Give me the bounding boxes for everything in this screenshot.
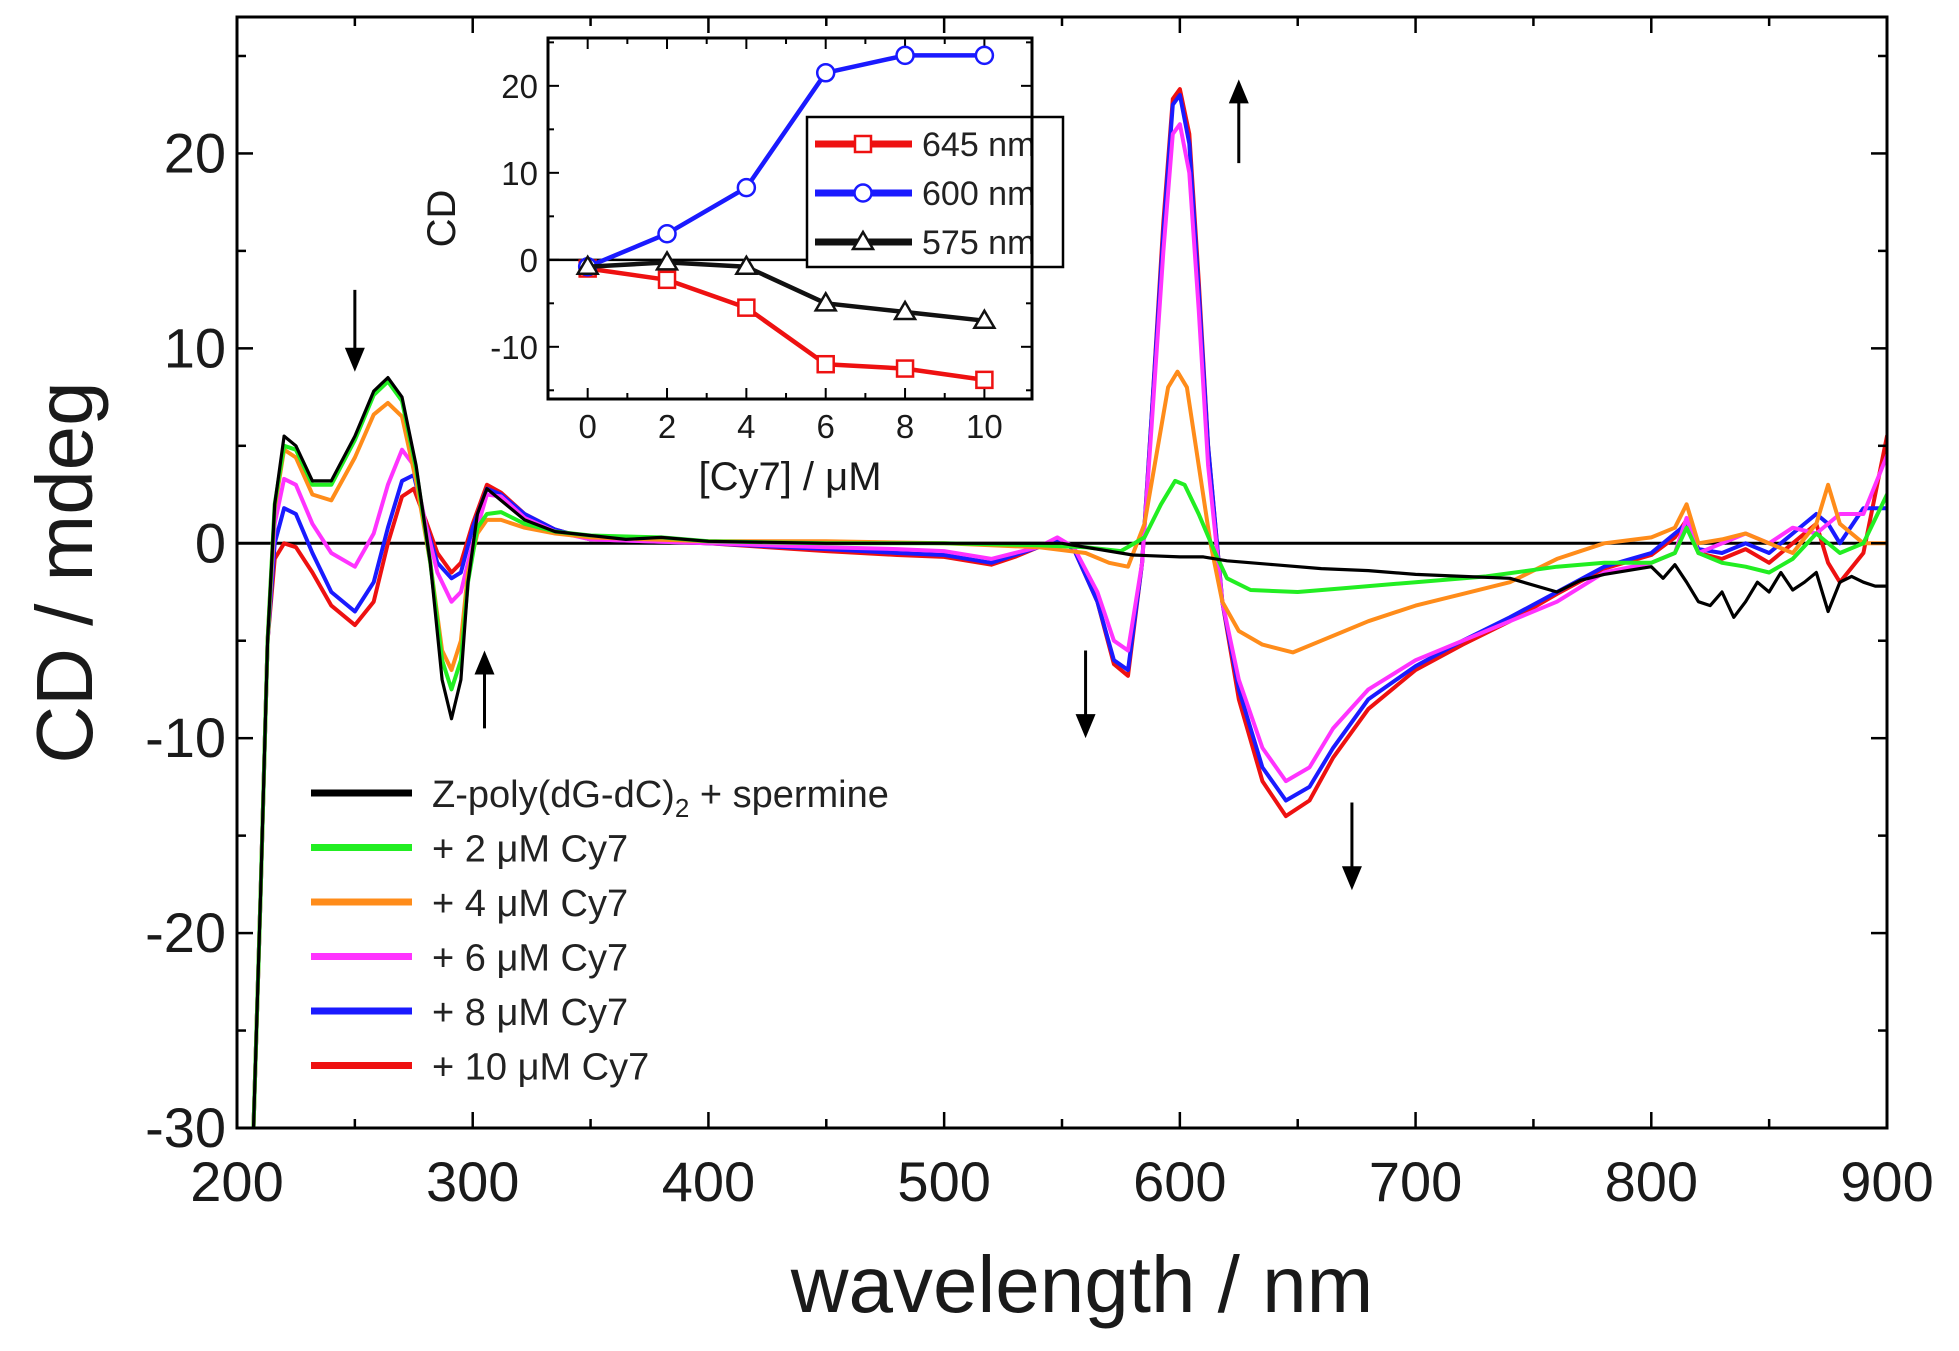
legend-label-main: Z-poly(dG-dC) <box>432 774 675 816</box>
legend-label-main: + 2 μM Cy7 <box>432 829 628 871</box>
main-series-group <box>251 87 1887 1128</box>
legend-label-main: + 10 μM Cy7 <box>432 1047 649 1089</box>
x-tick-label: 300 <box>426 1150 519 1213</box>
main-plot: 200 300 400 500 600 700 800 900-30-20-1001020wa… <box>20 15 1934 1329</box>
inset-marker-triangle <box>734 254 759 276</box>
legend-label-suffix: + spermine <box>689 774 889 816</box>
inset-legend-marker <box>853 183 873 203</box>
series-line-5 <box>251 87 1887 1128</box>
inset-series-line-2 <box>587 260 985 323</box>
inset-y-tick-label: 20 <box>501 68 538 105</box>
inset-series-line-1 <box>586 53 985 269</box>
legend-label-5: + 10 μM Cy7 <box>432 1047 649 1089</box>
inset-marker-triangle <box>972 308 997 329</box>
legend-label-main: + 4 μM Cy7 <box>432 883 628 925</box>
inset-marker-square <box>895 359 915 378</box>
trend-arrows <box>344 79 1362 891</box>
inset-marker-triangle <box>892 299 918 321</box>
inset-marker-square <box>737 298 756 317</box>
inset-y-tick-label: 0 <box>520 242 538 279</box>
y-tick-label: -30 <box>145 1096 226 1159</box>
inset-x-tick-label: 0 <box>578 408 596 445</box>
main-legend: Z-poly(dG-dC)2 + spermine + 2 μM Cy7 + 4 μ… <box>311 774 889 1089</box>
inset-x-tick-label: 8 <box>896 408 914 445</box>
x-tick-label: 900 <box>1840 1150 1933 1213</box>
x-tick-label: 200 <box>190 1150 283 1213</box>
x-tick-label: 500 <box>897 1150 990 1213</box>
inset-x-axis-title: [Cy7] / μM <box>698 455 881 499</box>
inset-x-tick-label: 2 <box>658 408 676 445</box>
trend-arrow-head <box>474 650 495 675</box>
trend-arrow-head <box>1228 79 1249 104</box>
inset-marker-triangle <box>813 290 838 312</box>
inset-legend-label-0: 645 nm <box>922 126 1035 164</box>
x-tick-label: 800 <box>1605 1150 1698 1213</box>
inset-legend-label-2: 575 nm <box>922 224 1035 262</box>
legend-label-4: + 8 μM Cy7 <box>432 992 628 1034</box>
series-line-0 <box>251 376 1887 1128</box>
inset-x-tick-label: 4 <box>737 408 755 445</box>
y-tick-label: 20 <box>164 121 226 184</box>
y-tick-label: 10 <box>164 316 226 379</box>
inset-y-axis-title: CD <box>420 190 464 248</box>
inset-frame <box>546 36 1034 401</box>
inset-marker-circle <box>895 45 915 66</box>
inset-y-tick-label: -10 <box>490 329 538 366</box>
trend-arrow-head <box>1075 714 1096 739</box>
inset-marker-circle <box>815 63 836 83</box>
legend-label-3: + 6 μM Cy7 <box>432 938 628 980</box>
series-line-1 <box>251 379 1887 1128</box>
inset-plot: 0 2 4 6 8 10 -10 0 10 20 645 nm 600 nm 575 nm [Cy7] /… <box>420 36 1065 499</box>
inset-marker-square <box>975 370 994 390</box>
inset-legend-label-1: 600 nm <box>922 175 1035 213</box>
series-line-2 <box>251 369 1887 1128</box>
inset-marker-circle <box>974 45 995 66</box>
inset-y-tick-label: 10 <box>501 155 538 192</box>
x-tick-label: 400 <box>662 1150 755 1213</box>
inset-marker-triangle <box>575 254 600 276</box>
y-tick-label: 0 <box>195 511 226 574</box>
inset-marker-circle <box>736 177 757 198</box>
inset-legend: 645 nm 600 nm 575 nm <box>805 115 1065 269</box>
x-axis-title: wavelength / nm <box>790 1240 1374 1329</box>
legend-label-0: Z-poly(dG-dC)2 + spermine <box>432 774 889 823</box>
inset-legend-marker <box>853 134 873 154</box>
inset-marker-square <box>816 354 835 374</box>
trend-arrow-head <box>1341 866 1362 891</box>
y-tick-label: -20 <box>145 901 226 964</box>
series-line-4 <box>251 93 1887 1128</box>
x-tick-label: 700 <box>1369 1150 1462 1213</box>
legend-label-1: + 2 μM Cy7 <box>432 829 628 871</box>
trend-arrow-head <box>344 347 365 372</box>
inset-legend-marker <box>850 229 876 251</box>
legend-label-subscript: 2 <box>675 793 689 823</box>
inset-x-tick-label: 10 <box>966 408 1003 445</box>
y-axis-title: CD / mdeg <box>20 381 109 763</box>
inset-marker-circle <box>657 223 677 244</box>
inset-series-line-0 <box>587 266 985 383</box>
inset-marker-triangle <box>654 249 680 271</box>
inset-marker-square <box>657 270 677 290</box>
legend-label-main: + 8 μM Cy7 <box>432 992 628 1034</box>
x-tick-label: 600 <box>1133 1150 1226 1213</box>
inset-x-tick-label: 6 <box>817 408 835 445</box>
legend-label-2: + 4 μM Cy7 <box>432 883 628 925</box>
legend-label-main: + 6 μM Cy7 <box>432 938 628 980</box>
x-axis: 200 300 400 500 600 700 800 900 <box>190 17 1934 1213</box>
y-tick-label: -10 <box>145 706 226 769</box>
